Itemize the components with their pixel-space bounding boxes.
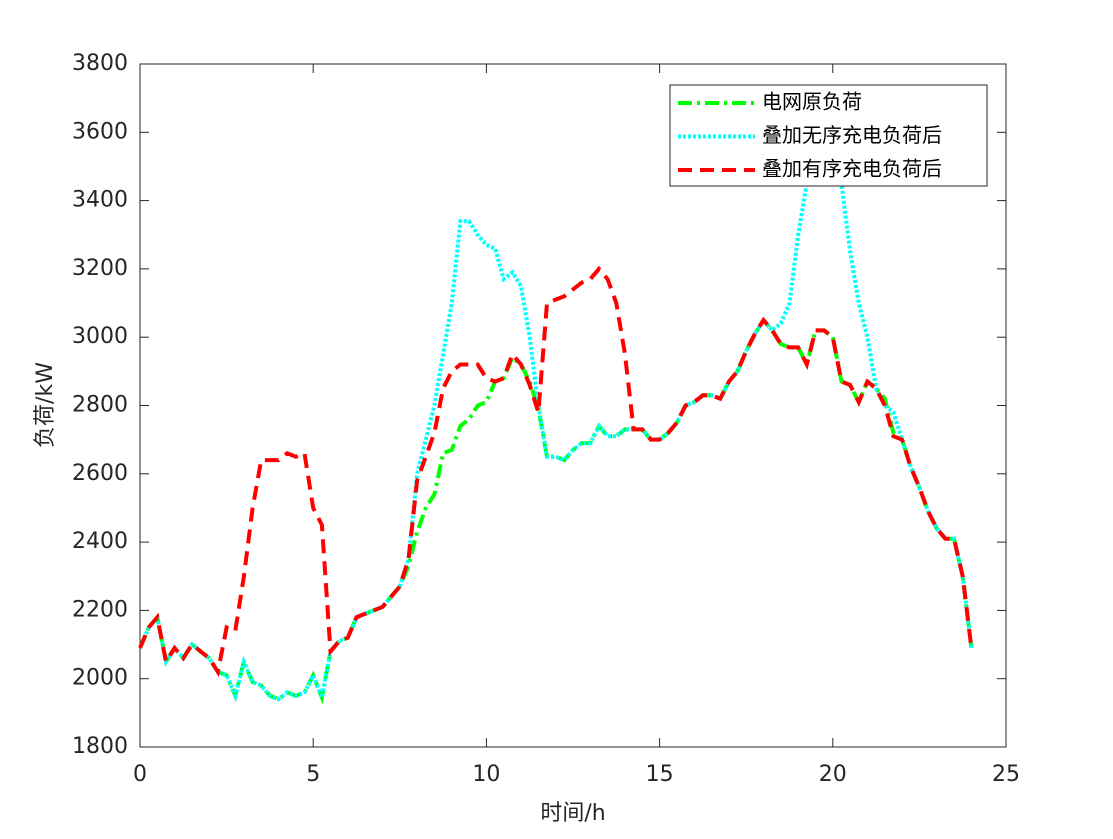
x-tick-label: 5 xyxy=(306,762,320,787)
y-tick-label: 2000 xyxy=(72,666,128,691)
y-tick-label: 2600 xyxy=(72,461,128,486)
x-tick-label: 15 xyxy=(646,762,674,787)
x-tick-label: 25 xyxy=(992,762,1020,787)
y-tick-label: 3000 xyxy=(72,324,128,349)
legend-label: 叠加有序充电负荷后 xyxy=(762,157,942,181)
y-axis-label: 负荷/kW xyxy=(33,362,58,448)
y-tick-label: 3400 xyxy=(72,188,128,213)
y-tick-label: 3800 xyxy=(72,51,128,76)
legend-label: 叠加无序充电负荷后 xyxy=(762,123,942,147)
x-tick-label: 20 xyxy=(819,762,847,787)
x-tick-label: 0 xyxy=(133,762,147,787)
x-tick-label: 10 xyxy=(472,762,500,787)
y-tick-label: 2200 xyxy=(72,597,128,622)
y-tick-label: 1800 xyxy=(72,734,128,759)
series-line xyxy=(138,265,974,678)
y-tick-label: 3200 xyxy=(72,256,128,281)
y-tick-label: 2800 xyxy=(72,393,128,418)
y-tick-label: 2400 xyxy=(72,529,128,554)
legend-label: 电网原负荷 xyxy=(762,90,862,114)
y-tick-label: 3600 xyxy=(72,119,128,144)
x-axis-label: 时间/h xyxy=(540,801,605,826)
